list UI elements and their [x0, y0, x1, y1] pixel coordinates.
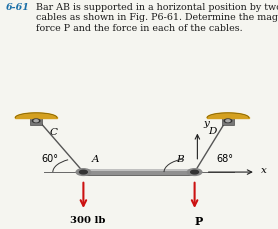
Circle shape — [224, 119, 232, 123]
Polygon shape — [207, 113, 249, 118]
Circle shape — [187, 169, 202, 175]
Circle shape — [80, 170, 87, 174]
Text: 60°: 60° — [41, 154, 59, 164]
Polygon shape — [15, 117, 57, 118]
Text: P: P — [195, 216, 203, 227]
Text: A: A — [92, 155, 99, 164]
FancyBboxPatch shape — [83, 169, 195, 175]
Circle shape — [32, 119, 40, 123]
Text: x: x — [261, 166, 267, 175]
Text: C: C — [50, 128, 58, 137]
FancyBboxPatch shape — [30, 118, 42, 125]
Text: B: B — [176, 155, 183, 164]
Text: D: D — [208, 127, 217, 136]
Text: 68°: 68° — [217, 154, 234, 164]
Circle shape — [34, 120, 38, 122]
Circle shape — [76, 169, 91, 175]
FancyBboxPatch shape — [222, 118, 234, 125]
Polygon shape — [207, 117, 249, 118]
Text: y: y — [203, 119, 209, 128]
Polygon shape — [15, 113, 57, 118]
Circle shape — [191, 170, 198, 174]
Text: 6-61: 6-61 — [6, 3, 29, 12]
Circle shape — [226, 120, 230, 122]
Text: 300 lb: 300 lb — [70, 216, 105, 225]
Text: Bar AB is supported in a horizontal position by two
cables as shown in Fig. P6-6: Bar AB is supported in a horizontal posi… — [36, 3, 278, 33]
